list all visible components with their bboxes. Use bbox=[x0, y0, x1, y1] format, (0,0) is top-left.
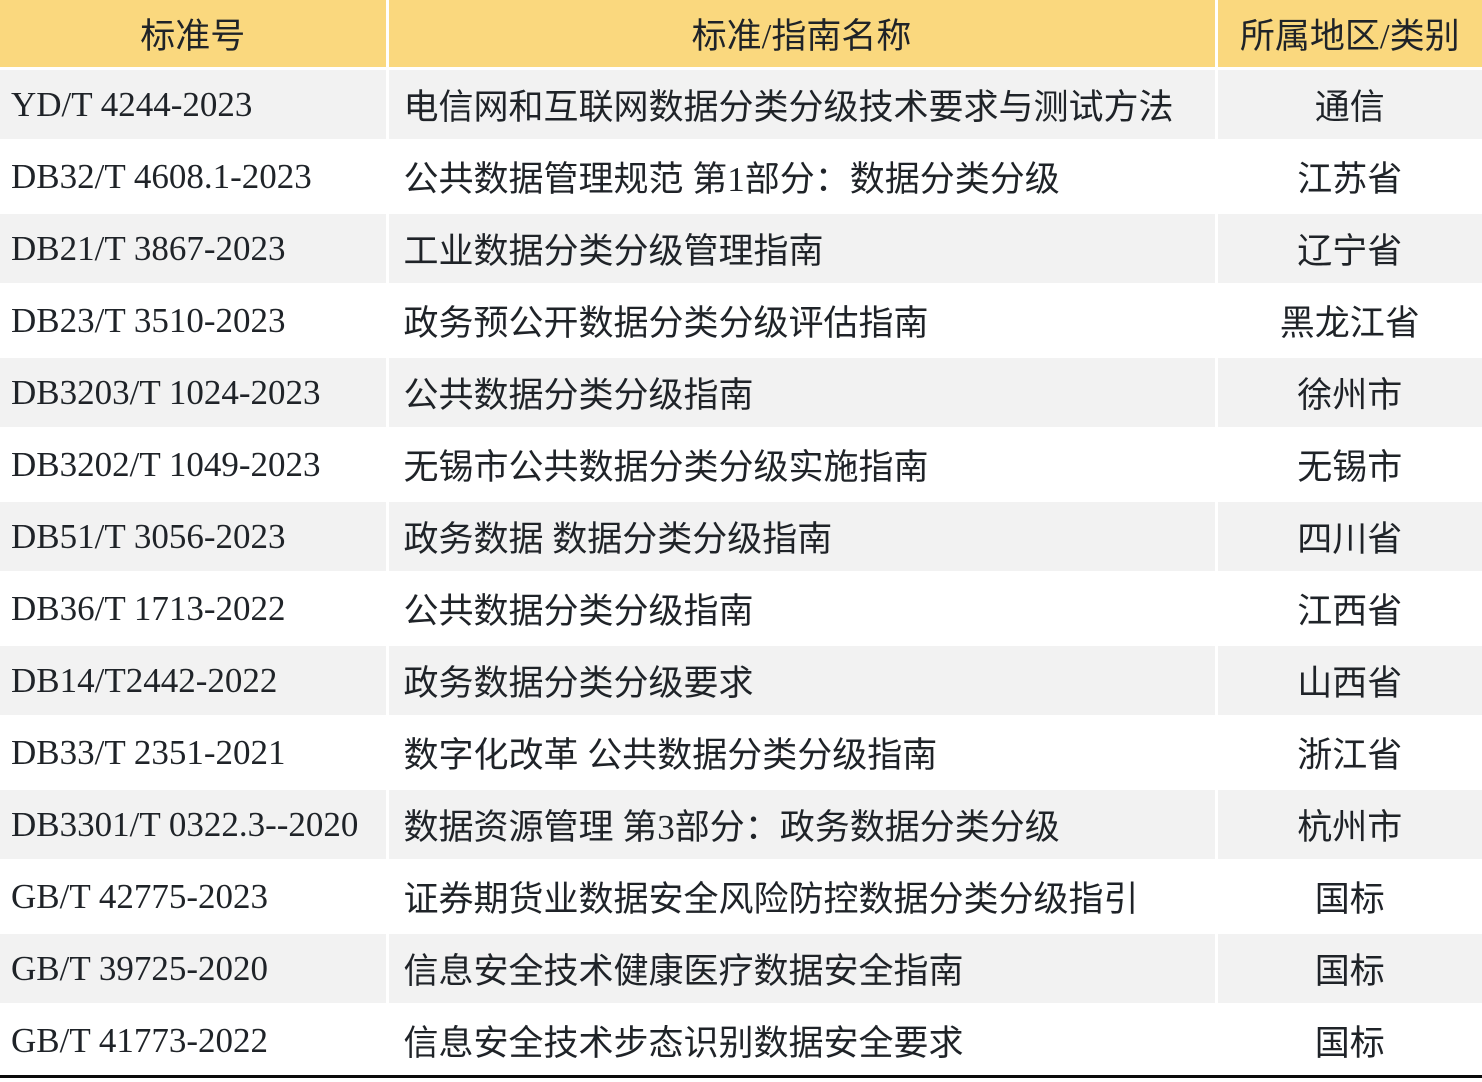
table-row: DB23/T 3510-2023 政务预公开数据分类分级评估指南 黑龙江省 bbox=[0, 284, 1482, 358]
table-row: GB/T 39725-2020 信息安全技术健康医疗数据安全指南 国标 bbox=[0, 932, 1482, 1006]
standard-name-cell: 数据资源管理 第3部分：政务数据分类分级 bbox=[387, 788, 1218, 862]
standard-code-cell: DB3203/T 1024-2023 bbox=[0, 356, 389, 430]
standard-name-cell: 公共数据分类分级指南 bbox=[387, 356, 1218, 430]
table-row: DB51/T 3056-2023 政务数据 数据分类分级指南 四川省 bbox=[0, 500, 1482, 574]
region-category-cell: 国标 bbox=[1216, 932, 1482, 1006]
table-row: DB33/T 2351-2021 数字化改革 公共数据分类分级指南 浙江省 bbox=[0, 716, 1482, 790]
table-row: DB3301/T 0322.3--2020 数据资源管理 第3部分：政务数据分类… bbox=[0, 788, 1482, 862]
standard-code-cell: DB32/T 4608.1-2023 bbox=[0, 140, 389, 214]
standard-code-cell: GB/T 41773-2022 bbox=[0, 1004, 389, 1078]
standard-code-cell: DB21/T 3867-2023 bbox=[0, 212, 389, 286]
table-body: YD/T 4244-2023 电信网和互联网数据分类分级技术要求与测试方法 通信… bbox=[0, 68, 1482, 1078]
region-category-cell: 黑龙江省 bbox=[1216, 284, 1482, 358]
standard-code-cell: GB/T 39725-2020 bbox=[0, 932, 389, 1006]
standard-name-cell: 信息安全技术健康医疗数据安全指南 bbox=[387, 932, 1218, 1006]
region-category-cell: 辽宁省 bbox=[1216, 212, 1482, 286]
standard-code-cell: DB51/T 3056-2023 bbox=[0, 500, 389, 574]
region-category-cell: 浙江省 bbox=[1216, 716, 1482, 790]
region-category-cell: 江西省 bbox=[1216, 572, 1482, 646]
standard-name-cell: 政务预公开数据分类分级评估指南 bbox=[387, 284, 1218, 358]
region-category-cell: 四川省 bbox=[1216, 500, 1482, 574]
standard-name-cell: 无锡市公共数据分类分级实施指南 bbox=[387, 428, 1218, 502]
column-header-standard-name: 标准/指南名称 bbox=[387, 0, 1218, 70]
region-category-cell: 无锡市 bbox=[1216, 428, 1482, 502]
standard-name-cell: 电信网和互联网数据分类分级技术要求与测试方法 bbox=[387, 68, 1218, 142]
column-header-region-category: 所属地区/类别 bbox=[1216, 0, 1482, 70]
region-category-cell: 杭州市 bbox=[1216, 788, 1482, 862]
standard-name-cell: 政务数据分类分级要求 bbox=[387, 644, 1218, 718]
region-category-cell: 山西省 bbox=[1216, 644, 1482, 718]
standard-name-cell: 数字化改革 公共数据分类分级指南 bbox=[387, 716, 1218, 790]
standard-code-cell: DB3301/T 0322.3--2020 bbox=[0, 788, 389, 862]
standard-code-cell: DB14/T2442-2022 bbox=[0, 644, 389, 718]
standard-name-cell: 公共数据管理规范 第1部分：数据分类分级 bbox=[387, 140, 1218, 214]
standard-code-cell: DB33/T 2351-2021 bbox=[0, 716, 389, 790]
table-row: DB14/T2442-2022 政务数据分类分级要求 山西省 bbox=[0, 644, 1482, 718]
standard-name-cell: 公共数据分类分级指南 bbox=[387, 572, 1218, 646]
region-category-cell: 国标 bbox=[1216, 860, 1482, 934]
region-category-cell: 国标 bbox=[1216, 1004, 1482, 1078]
table-row: DB36/T 1713-2022 公共数据分类分级指南 江西省 bbox=[0, 572, 1482, 646]
region-category-cell: 徐州市 bbox=[1216, 356, 1482, 430]
standard-name-cell: 政务数据 数据分类分级指南 bbox=[387, 500, 1218, 574]
standard-code-cell: DB3202/T 1049-2023 bbox=[0, 428, 389, 502]
standard-name-cell: 信息安全技术步态识别数据安全要求 bbox=[387, 1004, 1218, 1078]
column-header-standard-code: 标准号 bbox=[0, 0, 389, 70]
region-category-cell: 江苏省 bbox=[1216, 140, 1482, 214]
standard-code-cell: DB23/T 3510-2023 bbox=[0, 284, 389, 358]
table-row: GB/T 41773-2022 信息安全技术步态识别数据安全要求 国标 bbox=[0, 1004, 1482, 1078]
table-row: DB32/T 4608.1-2023 公共数据管理规范 第1部分：数据分类分级 … bbox=[0, 140, 1482, 214]
standard-code-cell: YD/T 4244-2023 bbox=[0, 68, 389, 142]
region-category-cell: 通信 bbox=[1216, 68, 1482, 142]
standard-name-cell: 工业数据分类分级管理指南 bbox=[387, 212, 1218, 286]
header-row: 标准号 标准/指南名称 所属地区/类别 bbox=[0, 0, 1482, 70]
table-row: DB3203/T 1024-2023 公共数据分类分级指南 徐州市 bbox=[0, 356, 1482, 430]
table-row: YD/T 4244-2023 电信网和互联网数据分类分级技术要求与测试方法 通信 bbox=[0, 68, 1482, 142]
table-row: DB3202/T 1049-2023 无锡市公共数据分类分级实施指南 无锡市 bbox=[0, 428, 1482, 502]
standard-code-cell: DB36/T 1713-2022 bbox=[0, 572, 389, 646]
table-row: DB21/T 3867-2023 工业数据分类分级管理指南 辽宁省 bbox=[0, 212, 1482, 286]
standard-code-cell: GB/T 42775-2023 bbox=[0, 860, 389, 934]
standard-name-cell: 证券期货业数据安全风险防控数据分类分级指引 bbox=[387, 860, 1218, 934]
table-row: GB/T 42775-2023 证券期货业数据安全风险防控数据分类分级指引 国标 bbox=[0, 860, 1482, 934]
